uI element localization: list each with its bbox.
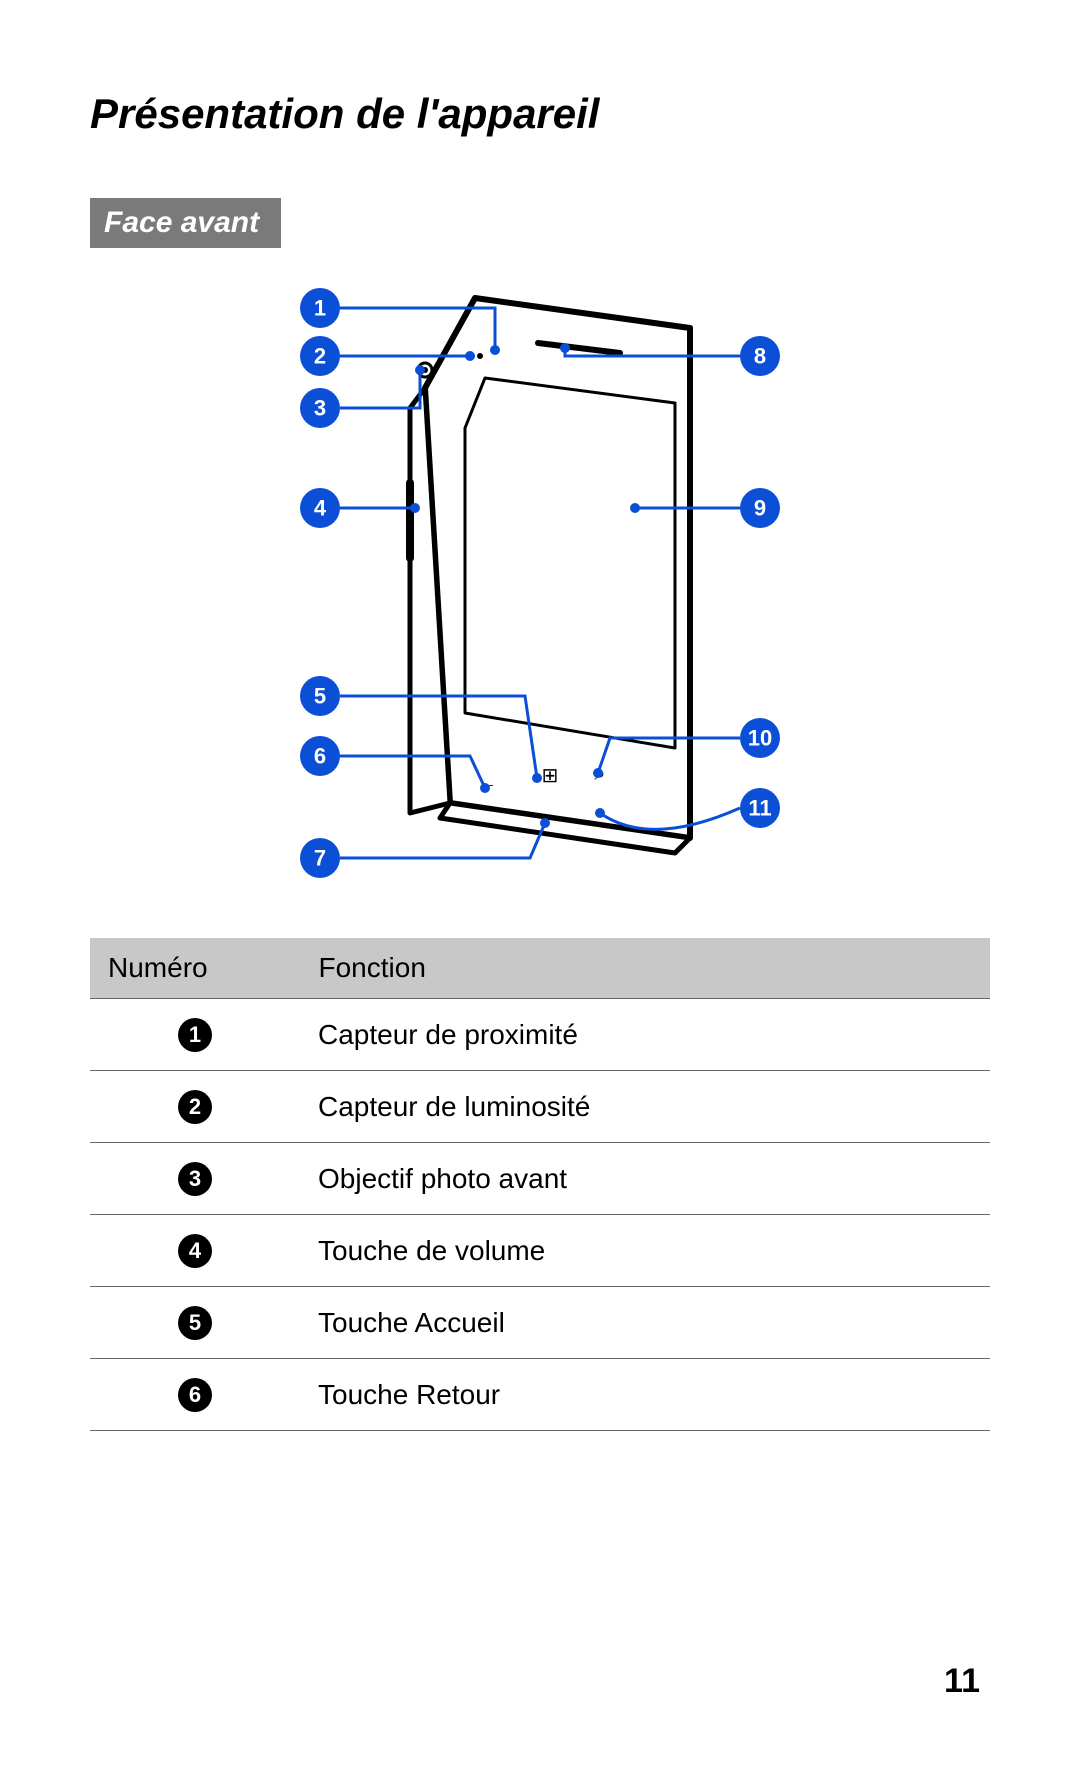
- col-numero: Numéro: [90, 938, 300, 999]
- parts-table: Numéro Fonction 1 Capteur de proximité 2 Ca…: [90, 938, 990, 1431]
- table-row: 4 Touche de volume: [90, 1215, 990, 1287]
- device-diagram: ←⊞⌕1234567891011: [90, 258, 990, 918]
- table-row: 2 Capteur de luminosité: [90, 1071, 990, 1143]
- section-heading: Face avant: [90, 198, 281, 248]
- row-function: Touche Accueil: [300, 1287, 990, 1359]
- number-badge-icon: 3: [178, 1162, 212, 1196]
- row-number: 1: [90, 999, 300, 1071]
- col-fonction: Fonction: [300, 938, 990, 999]
- svg-text:6: 6: [314, 744, 326, 769]
- row-function: Touche Retour: [300, 1359, 990, 1431]
- number-badge-icon: 4: [178, 1234, 212, 1268]
- svg-text:2: 2: [314, 344, 326, 369]
- row-number: 4: [90, 1215, 300, 1287]
- table-row: 1 Capteur de proximité: [90, 999, 990, 1071]
- table-row: 3 Objectif photo avant: [90, 1143, 990, 1215]
- table-row: 5 Touche Accueil: [90, 1287, 990, 1359]
- svg-text:5: 5: [314, 684, 326, 709]
- svg-text:4: 4: [314, 496, 327, 521]
- page-number: 11: [944, 1662, 980, 1701]
- number-badge-icon: 1: [178, 1018, 212, 1052]
- svg-text:9: 9: [754, 496, 766, 521]
- row-function: Objectif photo avant: [300, 1143, 990, 1215]
- row-function: Touche de volume: [300, 1215, 990, 1287]
- svg-text:11: 11: [748, 796, 771, 821]
- row-number: 6: [90, 1359, 300, 1431]
- svg-text:⊞: ⊞: [542, 765, 559, 787]
- row-number: 2: [90, 1071, 300, 1143]
- number-badge-icon: 6: [178, 1378, 212, 1412]
- svg-text:7: 7: [314, 846, 326, 871]
- svg-text:1: 1: [314, 296, 326, 321]
- number-badge-icon: 5: [178, 1306, 212, 1340]
- page-title: Présentation de l'appareil: [90, 90, 990, 138]
- row-number: 3: [90, 1143, 300, 1215]
- row-number: 5: [90, 1287, 300, 1359]
- svg-text:3: 3: [314, 396, 326, 421]
- svg-text:10: 10: [748, 726, 772, 751]
- number-badge-icon: 2: [178, 1090, 212, 1124]
- row-function: Capteur de proximité: [300, 999, 990, 1071]
- row-function: Capteur de luminosité: [300, 1071, 990, 1143]
- svg-text:8: 8: [754, 344, 766, 369]
- table-row: 6 Touche Retour: [90, 1359, 990, 1431]
